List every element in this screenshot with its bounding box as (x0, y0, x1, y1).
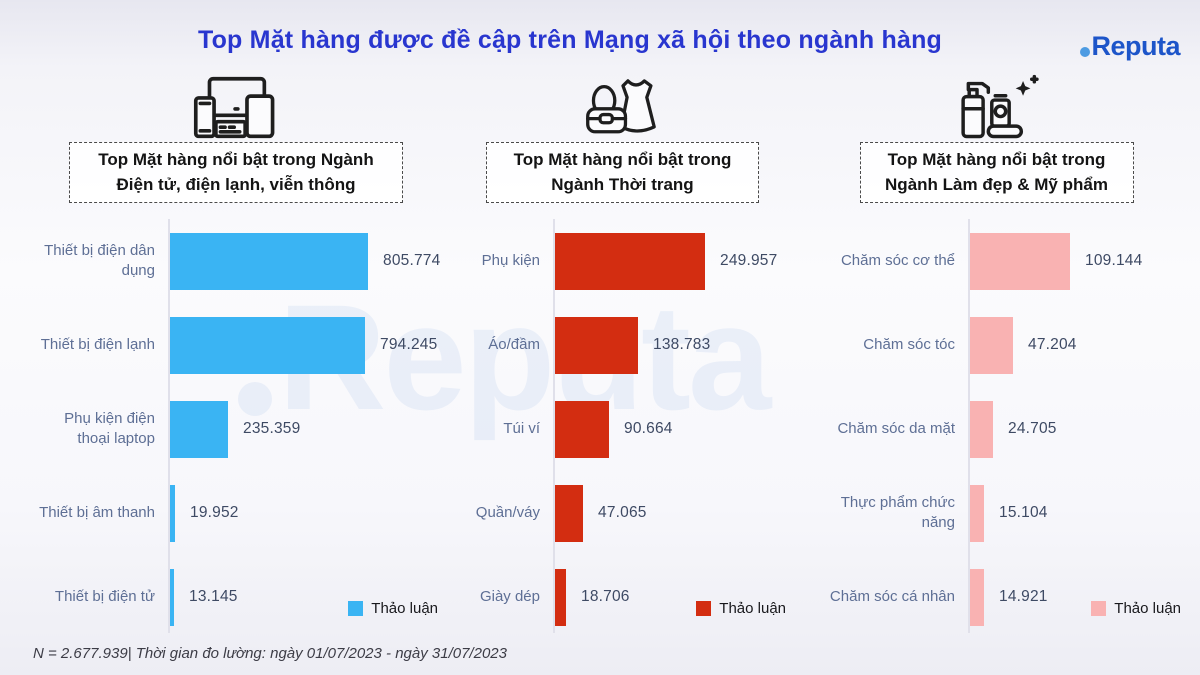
legend-swatch (696, 601, 712, 617)
bar-row: Chăm sóc cá nhân 14.921 (808, 555, 1185, 639)
bar (970, 484, 984, 542)
bar-value: 47.065 (598, 504, 647, 522)
bar-value: 14.921 (999, 588, 1048, 606)
bar-row: Quần/váy 47.065 (455, 471, 790, 555)
category-label: Thiết bị điện tử (54, 588, 155, 606)
bar (170, 316, 365, 374)
category-label: Thiết bị điện lạnh (40, 336, 155, 354)
bar-value: 18.706 (581, 588, 630, 606)
bar-row: Chăm sóc tóc 47.204 (808, 303, 1185, 387)
bar-chart-beauty: Chăm sóc cơ thể 109.144 Chăm sóc tóc 47.… (808, 219, 1185, 639)
bar (970, 316, 1013, 374)
chart-column-fashion: Top Mặt hàng nổi bật trong Ngành Thời tr… (455, 74, 790, 639)
bar-row: Giày dép 18.706 (455, 555, 790, 639)
bar-row: Túi ví 90.664 (455, 387, 790, 471)
bar-value: 109.144 (1085, 252, 1143, 270)
bar-value: 794.245 (380, 336, 438, 354)
category-label: Phụ kiện (481, 252, 540, 270)
bar-row: Thiết bị điện dân dụng 805.774 (30, 219, 442, 303)
bar-value: 138.783 (653, 336, 711, 354)
bar (970, 568, 984, 626)
bar (970, 400, 993, 458)
category-label: Chăm sóc da mặt (837, 420, 955, 438)
bar-value: 13.145 (189, 588, 238, 606)
bar-row: Chăm sóc cơ thể 109.144 (808, 219, 1185, 303)
bar-chart-fashion: Phụ kiện 249.957 Áo/đầm 138.783 Túi ví 9… (455, 219, 790, 639)
category-label: Thiết bị âm thanh (39, 504, 155, 522)
bar-value: 90.664 (624, 420, 673, 438)
bar (555, 484, 583, 542)
bar-value: 19.952 (190, 504, 239, 522)
bar (170, 484, 175, 542)
bar-row: Thiết bị điện lạnh 794.245 (30, 303, 442, 387)
legend-swatch (1091, 601, 1107, 617)
bar-row: Chăm sóc da mặt 24.705 (808, 387, 1185, 471)
category-label: Thực phẩm chức năng (840, 494, 955, 532)
bar (170, 400, 228, 458)
page-title: Top Mặt hàng được đề cập trên Mạng xã hộ… (197, 26, 943, 54)
axis-line (168, 219, 170, 634)
bar-row: Áo/đầm 138.783 (455, 303, 790, 387)
bar-value: 249.957 (720, 252, 778, 270)
logo-text: Reputa (1091, 31, 1180, 61)
bar-value: 47.204 (1028, 336, 1077, 354)
fashion-icon (455, 74, 790, 140)
axis-line (968, 219, 970, 634)
legend: Thảo luận (348, 600, 438, 617)
footer-note: N = 2.677.939| Thời gian đo lường: ngày … (33, 645, 507, 662)
bar (555, 400, 609, 458)
category-label: Túi ví (503, 420, 540, 438)
bar-value: 15.104 (999, 504, 1048, 522)
bar-row: Thiết bị điện tử 13.145 (30, 555, 442, 639)
legend-label: Thảo luận (719, 600, 786, 618)
category-label: Quần/váy (475, 504, 540, 522)
category-label: Áo/đầm (488, 336, 540, 354)
chart-header-box: Top Mặt hàng nổi bật trong Ngành Điện tử… (69, 142, 403, 204)
bar (970, 232, 1070, 290)
bar (170, 232, 368, 290)
legend: Thảo luận (1091, 600, 1181, 617)
bar-value: 24.705 (1008, 420, 1057, 438)
bar (170, 568, 174, 626)
bar-row: Thiết bị âm thanh 19.952 (30, 471, 442, 555)
bar-value: 235.359 (243, 420, 301, 438)
cosmetics-icon (808, 74, 1185, 140)
logo-dot-icon (1080, 47, 1091, 57)
category-label: Giày dép (479, 588, 540, 606)
bar (555, 568, 566, 626)
legend-label: Thảo luận (1114, 600, 1181, 618)
category-label: Thiết bị điện dân dụng (44, 242, 155, 280)
bar-row: Phụ kiện điện thoại laptop 235.359 (30, 387, 442, 471)
devices-icon (30, 74, 442, 140)
category-label: Phụ kiện điện thoại laptop (64, 410, 155, 448)
bar (555, 316, 638, 374)
legend: Thảo luận (696, 600, 786, 617)
chart-header-box: Top Mặt hàng nổi bật trong Ngành Thời tr… (486, 142, 759, 204)
chart-header-box: Top Mặt hàng nổi bật trong Ngành Làm đẹp… (859, 142, 1134, 204)
reputa-logo: Reputa (1080, 31, 1180, 62)
bar-chart-electronics: Thiết bị điện dân dụng 805.774 Thiết bị … (30, 219, 442, 639)
bar (555, 232, 705, 290)
bar-row: Phụ kiện 249.957 (455, 219, 790, 303)
category-label: Chăm sóc cơ thể (840, 252, 955, 270)
bar-row: Thực phẩm chức năng 15.104 (808, 471, 1185, 555)
legend-label: Thảo luận (371, 600, 438, 618)
bar-value: 805.774 (383, 252, 441, 270)
chart-column-beauty: Top Mặt hàng nổi bật trong Ngành Làm đẹp… (808, 74, 1185, 639)
legend-swatch (348, 601, 364, 617)
category-label: Chăm sóc tóc (863, 336, 955, 354)
category-label: Chăm sóc cá nhân (829, 588, 955, 606)
chart-column-electronics: Top Mặt hàng nổi bật trong Ngành Điện tử… (30, 74, 442, 639)
axis-line (553, 219, 555, 634)
